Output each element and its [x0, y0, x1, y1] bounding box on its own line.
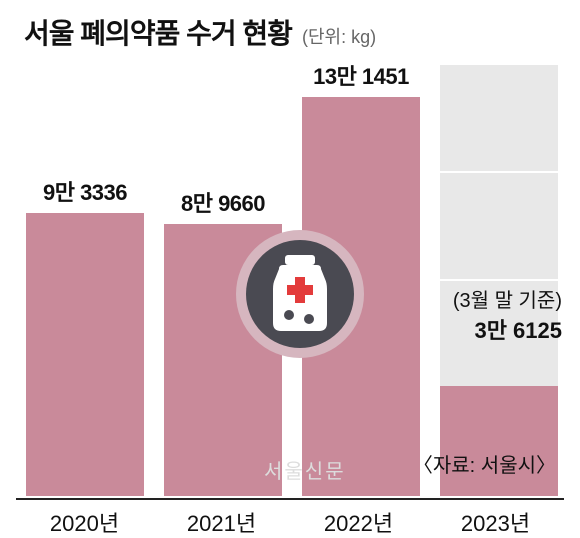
partial-year-note: (3월 말 기준) 3만 6125 [453, 284, 562, 345]
note-line2: 3만 6125 [453, 313, 562, 345]
x-label-3: 2023년 [427, 500, 564, 538]
note-line1: (3월 말 기준) [453, 284, 562, 313]
bar-value-label: 13만 1451 [291, 59, 431, 91]
bar-value-label: 8만 9660 [153, 186, 293, 218]
icon-inner-circle [246, 240, 354, 348]
title-row: 서울 폐의약품 수거 현황 (단위: kg) [24, 12, 376, 52]
ghost-segment [440, 171, 558, 279]
source-attribution: 〈자료: 서울시〉 [413, 449, 556, 478]
chart-unit: (단위: kg) [302, 23, 376, 49]
bar [26, 213, 144, 496]
medicine-jar-icon [236, 230, 364, 358]
x-label-1: 2021년 [153, 500, 290, 538]
bar-slot [440, 56, 558, 496]
x-label-2: 2022년 [290, 500, 427, 538]
medicine-jar-svg [265, 255, 335, 333]
chart-title: 서울 폐의약품 수거 현황 [24, 12, 292, 52]
ghost-segment [440, 65, 558, 171]
x-label-0: 2020년 [16, 500, 153, 538]
x-axis: 2020년 2021년 2022년 2023년 [16, 498, 564, 538]
bar [440, 386, 558, 496]
bar-value-label: 9만 3336 [15, 175, 155, 207]
bar-slot: 9만 3336 [26, 56, 144, 496]
